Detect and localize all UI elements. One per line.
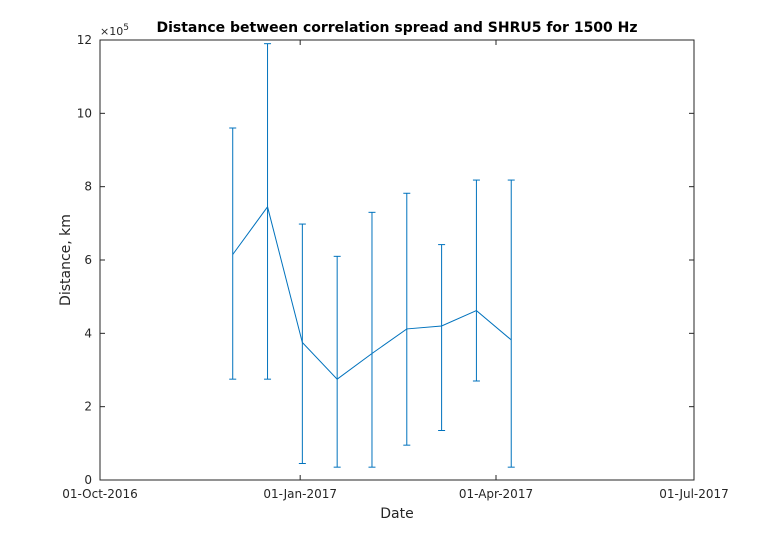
x-tick-label: 01-Jan-2017 (263, 487, 337, 501)
series-group (232, 205, 512, 380)
y-tick-label: 8 (84, 180, 92, 194)
y-tick-label: 12 (77, 33, 92, 47)
x-tick-label: 01-Apr-2017 (459, 487, 533, 501)
y-tick-label: 4 (84, 326, 92, 340)
y-tick-label: 10 (77, 106, 92, 120)
series-line (232, 205, 512, 380)
plot-area (99, 39, 695, 481)
x-tick-label: 01-Oct-2016 (62, 487, 138, 501)
x-tick-label: 01-Jul-2017 (659, 487, 729, 501)
y-tick-label: 6 (84, 253, 92, 267)
y-tick-label: 2 (84, 400, 92, 414)
x-axis-label: Date (380, 506, 413, 522)
y-axis-label: Distance, km (58, 214, 74, 306)
y-axis-exponent-base: ×10 (100, 25, 123, 38)
y-axis-exponent: ×105 (100, 23, 129, 38)
x-axis-ticks: 01-Oct-2016 01-Jan-2017 01-Apr-2017 01-Jul-… (62, 40, 729, 501)
y-tick-label: 0 (84, 473, 92, 487)
y-axis-ticks: 0 2 4 6 8 10 12 (77, 33, 694, 487)
error-bars (229, 43, 515, 468)
chart-title: Distance between correlation spread and … (156, 20, 637, 36)
y-axis-exponent-power: 5 (123, 23, 129, 33)
